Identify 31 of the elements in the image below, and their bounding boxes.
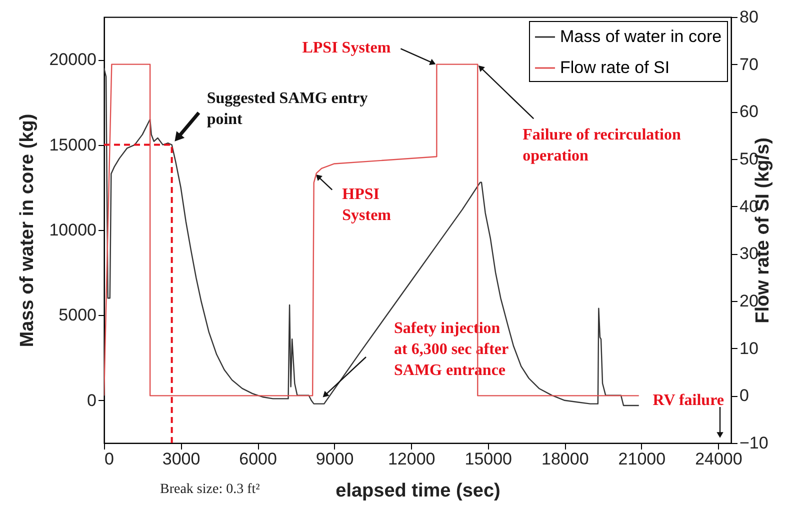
x-tick-label: 3000: [162, 450, 200, 468]
annotation: RV failure: [652, 392, 724, 409]
annotation: LPSI System: [302, 40, 392, 57]
y2-tick-label: 80: [740, 8, 758, 26]
y2-tick-label: 10: [740, 338, 758, 358]
y2-tick-label: 70: [740, 54, 758, 74]
y2-tick-label: 30: [740, 244, 758, 264]
annotation: HPSI System: [342, 186, 392, 224]
x-tick-label: 6000: [239, 450, 277, 468]
legend-label: Flow rate of SI: [560, 58, 670, 77]
y2-tick-label: 0: [740, 386, 749, 406]
x-tick-label: 24000: [695, 450, 742, 468]
x-tick-label: 12000: [388, 450, 436, 468]
x-tick-label: 18000: [542, 450, 589, 468]
x-tick-label: 21000: [618, 450, 666, 468]
y-tick-label: 20000: [49, 50, 96, 70]
annotation: Failure of recirculation operation: [522, 126, 681, 165]
x-tick-label: 0: [104, 450, 114, 468]
y2-tick-label: −10: [740, 434, 768, 452]
x-tick-label: 15000: [464, 450, 512, 468]
x-axis-title: elapsed time (sec): [336, 480, 500, 502]
legend-label: Mass of water in core: [560, 27, 722, 46]
y-axis-title: Mass of water in core (kg): [17, 114, 38, 348]
text: Break size: 0.3 ft²: [160, 482, 260, 498]
y-tick-label: 15000: [49, 135, 96, 154]
y-tick-label: 0: [87, 390, 96, 410]
x-tick-label: 9000: [316, 450, 354, 468]
y-tick-label: 10000: [49, 220, 96, 240]
y2-tick-label: 60: [740, 102, 758, 122]
annotation: Suggested SAMG entry point: [206, 90, 368, 128]
y-tick-label: 5000: [58, 306, 96, 325]
